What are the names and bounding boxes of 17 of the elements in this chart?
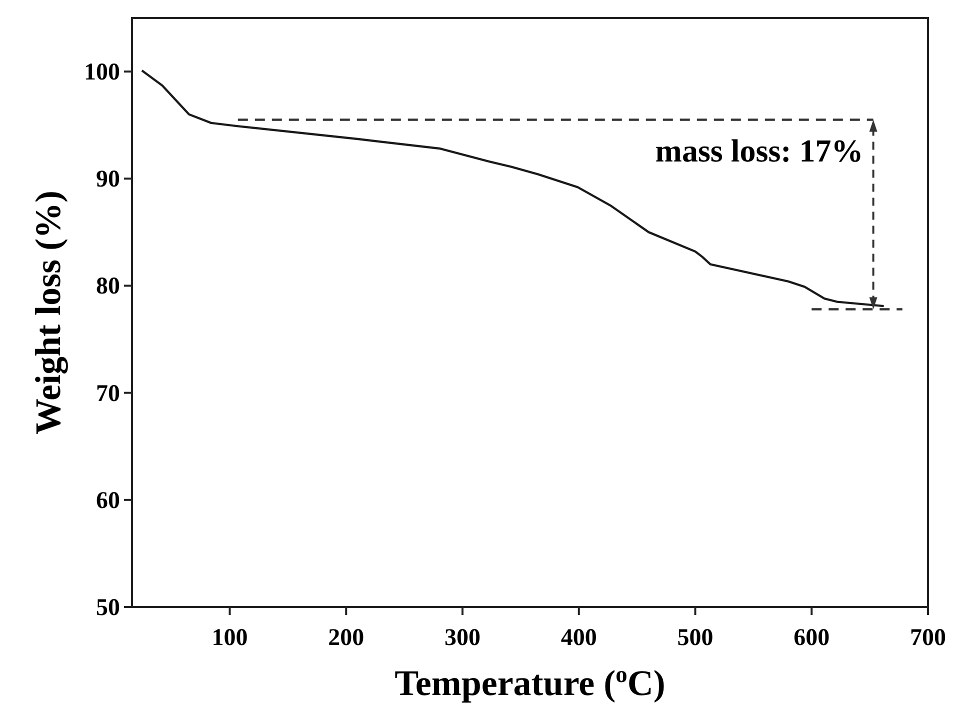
x-tick-label: 100: [212, 625, 248, 651]
y-tick-label: 60: [96, 488, 120, 514]
x-tick-label: 300: [444, 625, 481, 651]
x-tick-label: 500: [677, 625, 714, 651]
x-tick-label: 200: [328, 625, 364, 651]
x-axis-title: Temperature ($^{o}$C): [394, 662, 666, 703]
annotation: mass loss: 17%: [655, 132, 864, 169]
y-tick-label: 70: [96, 380, 120, 407]
x-tick-label: 400: [560, 625, 597, 651]
y-tick-label: 80: [96, 274, 120, 300]
y-tick-label: 100: [84, 60, 120, 86]
y-tick-label: 90: [96, 166, 120, 193]
y-axis-title: Weight loss (%): [28, 190, 68, 435]
x-tick-label: 600: [794, 625, 830, 651]
x-tick-label: 700: [910, 625, 946, 651]
y-tick-label: 50: [96, 595, 120, 621]
line-series: [140, 69, 885, 308]
